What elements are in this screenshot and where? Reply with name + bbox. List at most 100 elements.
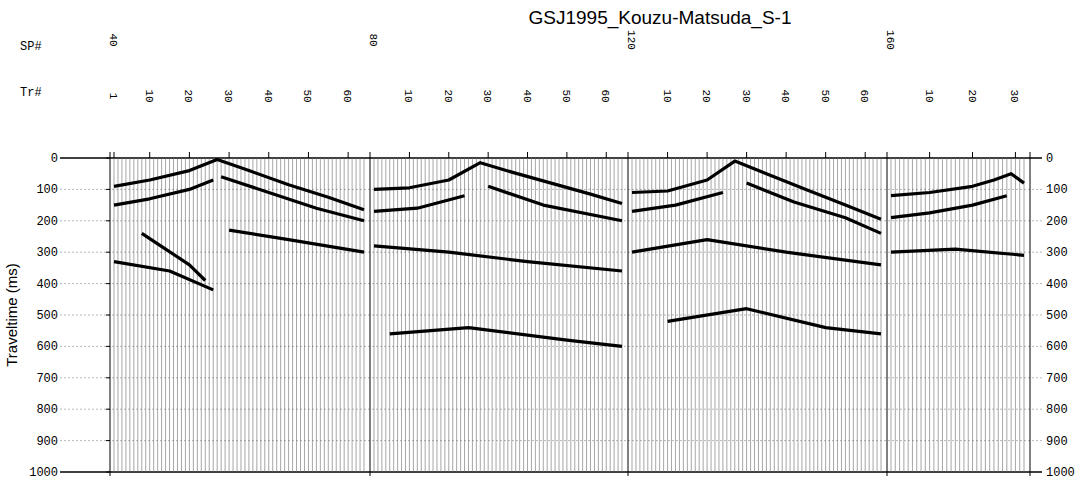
trace-line [389, 158, 390, 472]
trace-line [133, 158, 134, 472]
trace-line [614, 158, 615, 472]
reflection-event [632, 161, 881, 219]
trace-tick-label: 50 [819, 89, 831, 102]
trace-line [985, 158, 986, 472]
y-tick-label-right: 1000 [1046, 466, 1075, 480]
trace-line [758, 158, 759, 472]
trace-line [869, 158, 870, 472]
trace-line [535, 158, 536, 472]
trace-tick [972, 152, 973, 158]
trace-line [695, 158, 696, 472]
panel-separator [110, 152, 111, 476]
trace-tick [1015, 152, 1016, 158]
y-tick [106, 189, 110, 190]
trace-tick-label: 20 [966, 89, 978, 102]
trace-line [598, 158, 599, 472]
trace-line [185, 158, 186, 472]
trace-line [444, 158, 445, 472]
trace-line [248, 158, 249, 472]
reflection-event [374, 163, 622, 204]
reflection-event [374, 196, 465, 212]
trace-line [726, 158, 727, 472]
trace-line [201, 158, 202, 472]
trace-line [817, 158, 818, 472]
trace-tick-label: 20 [182, 89, 194, 102]
y-tick-label: 1000 [29, 466, 58, 480]
reflection-event [488, 186, 622, 221]
trace-tick [707, 152, 708, 158]
trace-line [938, 158, 939, 472]
y-tick [106, 440, 110, 441]
trace-line [340, 158, 341, 472]
trace-tick-label: 30 [481, 89, 493, 102]
trace-line [252, 158, 253, 472]
trace-line [606, 158, 607, 472]
trace-line [452, 158, 453, 472]
trace-line [559, 158, 560, 472]
y-tick-label: 500 [36, 309, 58, 323]
trace-line [272, 158, 273, 472]
y-tick-label: 100 [36, 183, 58, 197]
figure: GSJ1995_Kouzu-Matsuda_S-1SP#Tr#Traveltim… [0, 0, 1088, 484]
reflection-event [668, 309, 881, 334]
trace-line [798, 158, 799, 472]
trace-line [515, 158, 516, 472]
trace-line [899, 158, 900, 472]
trace-tick [189, 152, 190, 158]
y-tick [106, 472, 110, 473]
trace-line [197, 158, 198, 472]
trace-line [566, 158, 567, 472]
sp-label: 40 [107, 33, 119, 46]
trace-line [955, 158, 956, 472]
y-tick [106, 283, 110, 284]
trace-line [825, 158, 826, 472]
trace-line [873, 158, 874, 472]
sp-label: 80 [367, 33, 379, 46]
reflection-event [114, 262, 213, 290]
trace-line [1024, 158, 1025, 472]
trace-line [877, 158, 878, 472]
trace-line [181, 158, 182, 472]
trace-line [421, 158, 422, 472]
trace-line [385, 158, 386, 472]
reflection-event [891, 174, 1024, 196]
y-tick-label: 200 [36, 215, 58, 229]
trace-line [857, 158, 858, 472]
trace-line [292, 158, 293, 472]
y-tick-label-right: 700 [1046, 372, 1068, 386]
trace-line [260, 158, 261, 472]
trace-line [225, 158, 226, 472]
reflection-event [114, 180, 213, 205]
trace-line [276, 158, 277, 472]
trace-line [643, 158, 644, 472]
y-tick-label: 0 [51, 152, 58, 166]
reflection-event [374, 246, 622, 271]
trace-line [782, 158, 783, 472]
trace-line [344, 158, 345, 472]
trace-line [959, 158, 960, 472]
trace-line [374, 158, 375, 472]
y-axis-title: Traveltime (ms) [3, 263, 20, 367]
trace-tick [786, 152, 787, 158]
trace-line [594, 158, 595, 472]
trace-line [417, 158, 418, 472]
trace-line [393, 158, 394, 472]
trace-line [328, 158, 329, 472]
y-tick-label: 700 [36, 372, 58, 386]
trace-line [381, 158, 382, 472]
y-tick-label: 600 [36, 340, 58, 354]
trace-line [511, 158, 512, 472]
trace-line [998, 158, 999, 472]
trace-line [405, 158, 406, 472]
trace-line [288, 158, 289, 472]
trace-line [240, 158, 241, 472]
y-tick-label-right: 900 [1046, 435, 1068, 449]
trace-tick [667, 152, 668, 158]
trace-line [632, 158, 633, 472]
trace-line [663, 158, 664, 472]
trace-line [942, 158, 943, 472]
y-tick-label-right: 400 [1046, 278, 1068, 292]
y-tick-label-right: 100 [1046, 183, 1068, 197]
trace-line [622, 158, 623, 472]
trace-line [618, 158, 619, 472]
